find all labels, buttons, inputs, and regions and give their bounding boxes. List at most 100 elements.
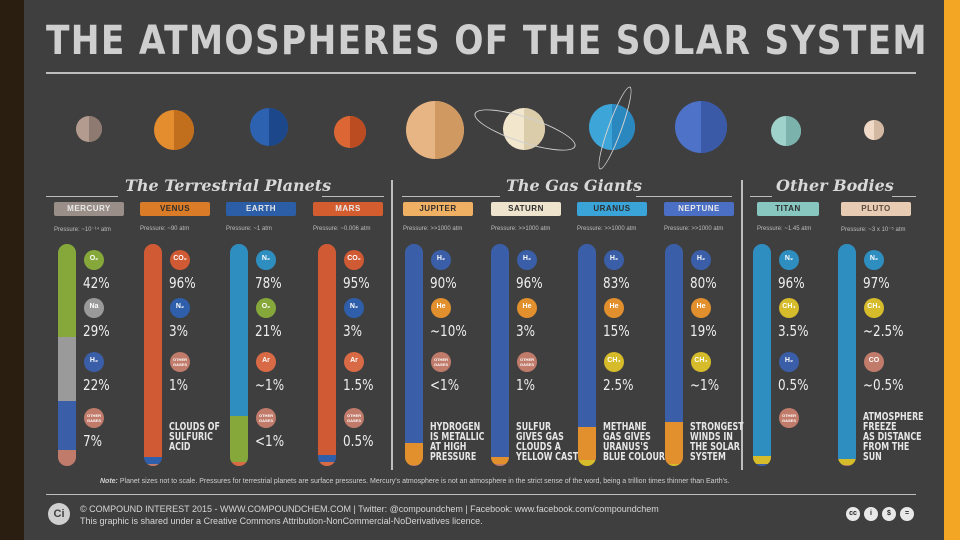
gas-badge: H₂ — [431, 250, 451, 270]
planet-tag-mars: MARS — [313, 202, 383, 216]
pressure-pluto: Pressure: ~3 x 10⁻⁵ atm — [841, 227, 906, 233]
gas-badge: CH₄ — [864, 298, 884, 318]
gas-symbol: He — [696, 303, 706, 310]
gas-percentage: 3% — [169, 322, 189, 340]
gas-symbol: OTHER GASES — [346, 413, 361, 423]
bar-segment — [144, 244, 162, 457]
gas-badge: Ar — [256, 352, 276, 372]
gas-percentage: 3% — [343, 322, 363, 340]
gas-badge: Ar — [344, 352, 364, 372]
planet-mercury — [76, 116, 102, 142]
planet-neptune — [675, 101, 727, 153]
gas-percentage: 96% — [778, 274, 805, 292]
planet-shade — [174, 110, 194, 150]
gas-percentage: 96% — [169, 274, 196, 292]
gas-percentage: <1% — [430, 376, 460, 394]
divider-other-right — [892, 196, 916, 197]
gas-symbol: N₂ — [175, 303, 185, 310]
atmosphere-fact-jupiter: HYDROGEN IS METALLIC AT HIGH PRESSURE — [430, 420, 485, 463]
gas-percentage: 3.5% — [778, 322, 809, 340]
gas-symbol: He — [522, 303, 532, 310]
left-edge — [0, 0, 24, 540]
gas-symbol: Ar — [350, 357, 358, 364]
bar-segment — [58, 401, 76, 450]
gas-percentage: 97% — [863, 274, 890, 292]
gas-symbol: H₂ — [89, 357, 99, 364]
planet-earth — [250, 108, 288, 146]
planet-saturn — [503, 108, 545, 150]
bar-segment — [838, 459, 856, 465]
gas-badge: H₂ — [779, 352, 799, 372]
pressure-neptune: Pressure: >>1000 atm — [664, 226, 724, 232]
pressure-earth: Pressure: ~1 atm — [226, 226, 272, 232]
gas-percentage: 22% — [83, 376, 110, 394]
composition-bar-saturn — [491, 244, 509, 466]
gas-percentage: 19% — [690, 322, 717, 340]
gas-badge: Na — [84, 298, 104, 318]
gas-symbol: OTHER GASES — [433, 357, 448, 367]
section-title-other-bodies: Other Bodies — [776, 176, 894, 195]
planet-tag-titan: TITAN — [757, 202, 819, 216]
gas-badge: He — [604, 298, 624, 318]
gas-symbol: H₂ — [784, 357, 794, 364]
gas-badge: OTHER GASES — [431, 352, 451, 372]
bar-segment — [318, 244, 336, 455]
gas-badge: OTHER GASES — [84, 408, 104, 428]
gas-symbol: CO — [868, 357, 880, 364]
section-title-gas-giants: The Gas Giants — [506, 176, 643, 195]
bar-segment — [58, 337, 76, 401]
composition-bar-mercury — [58, 244, 76, 466]
planet-tag-uranus: URANUS — [577, 202, 647, 216]
gas-percentage: ~2.5% — [863, 322, 904, 340]
gas-symbol: CH₄ — [607, 357, 621, 364]
gas-percentage: 1.5% — [343, 376, 374, 394]
gas-percentage: 7% — [83, 432, 103, 450]
planet-tag-jupiter: JUPITER — [403, 202, 473, 216]
gas-symbol: N₂ — [261, 255, 271, 262]
bar-segment — [753, 456, 771, 464]
planet-tag-venus: VENUS — [140, 202, 210, 216]
vertical-divider-1 — [391, 180, 393, 470]
gas-badge: N₂ — [779, 250, 799, 270]
gas-symbol: H₂ — [609, 255, 619, 262]
composition-bar-uranus — [578, 244, 596, 466]
gas-badge: CH₄ — [779, 298, 799, 318]
gas-percentage: ~10% — [430, 322, 467, 340]
gas-badge: He — [691, 298, 711, 318]
gas-badge: H₂ — [517, 250, 537, 270]
gas-symbol: He — [436, 303, 446, 310]
footer-licence: This graphic is shared under a Creative … — [80, 516, 483, 526]
gas-badge: OTHER GASES — [256, 408, 276, 428]
gas-percentage: 15% — [603, 322, 630, 340]
poster-title: THE ATMOSPHERES OF THE SOLAR SYSTEM — [46, 18, 928, 64]
gas-percentage: 0.5% — [343, 432, 374, 450]
gas-percentage: ~1% — [255, 376, 285, 394]
gas-symbol: O₂ — [89, 255, 99, 262]
bar-segment — [405, 443, 423, 465]
composition-bar-jupiter — [405, 244, 423, 466]
gas-badge: N₂ — [864, 250, 884, 270]
footnote-lead: Note: — [100, 478, 118, 485]
bar-segment — [665, 422, 683, 464]
gas-percentage: 1% — [169, 376, 189, 394]
gas-symbol: Ar — [262, 357, 270, 364]
gas-percentage: <1% — [255, 432, 285, 450]
bar-segment — [318, 455, 336, 462]
gas-symbol: CH₄ — [867, 303, 881, 310]
composition-bar-titan — [753, 244, 771, 466]
planet-tag-mercury: MERCURY — [54, 202, 124, 216]
bar-segment — [318, 462, 336, 466]
gas-percentage: 95% — [343, 274, 370, 292]
bar-segment — [491, 464, 509, 466]
gas-symbol: O₂ — [261, 303, 271, 310]
bar-segment — [838, 465, 856, 466]
composition-bar-earth — [230, 244, 248, 466]
cc-icon: = — [900, 507, 914, 521]
gas-symbol: H₂ — [436, 255, 446, 262]
composition-bar-pluto — [838, 244, 856, 466]
gas-symbol: OTHER GASES — [86, 413, 101, 423]
gas-symbol: OTHER GASES — [519, 357, 534, 367]
bar-segment — [753, 464, 771, 466]
cc-icon: cc — [846, 507, 860, 521]
